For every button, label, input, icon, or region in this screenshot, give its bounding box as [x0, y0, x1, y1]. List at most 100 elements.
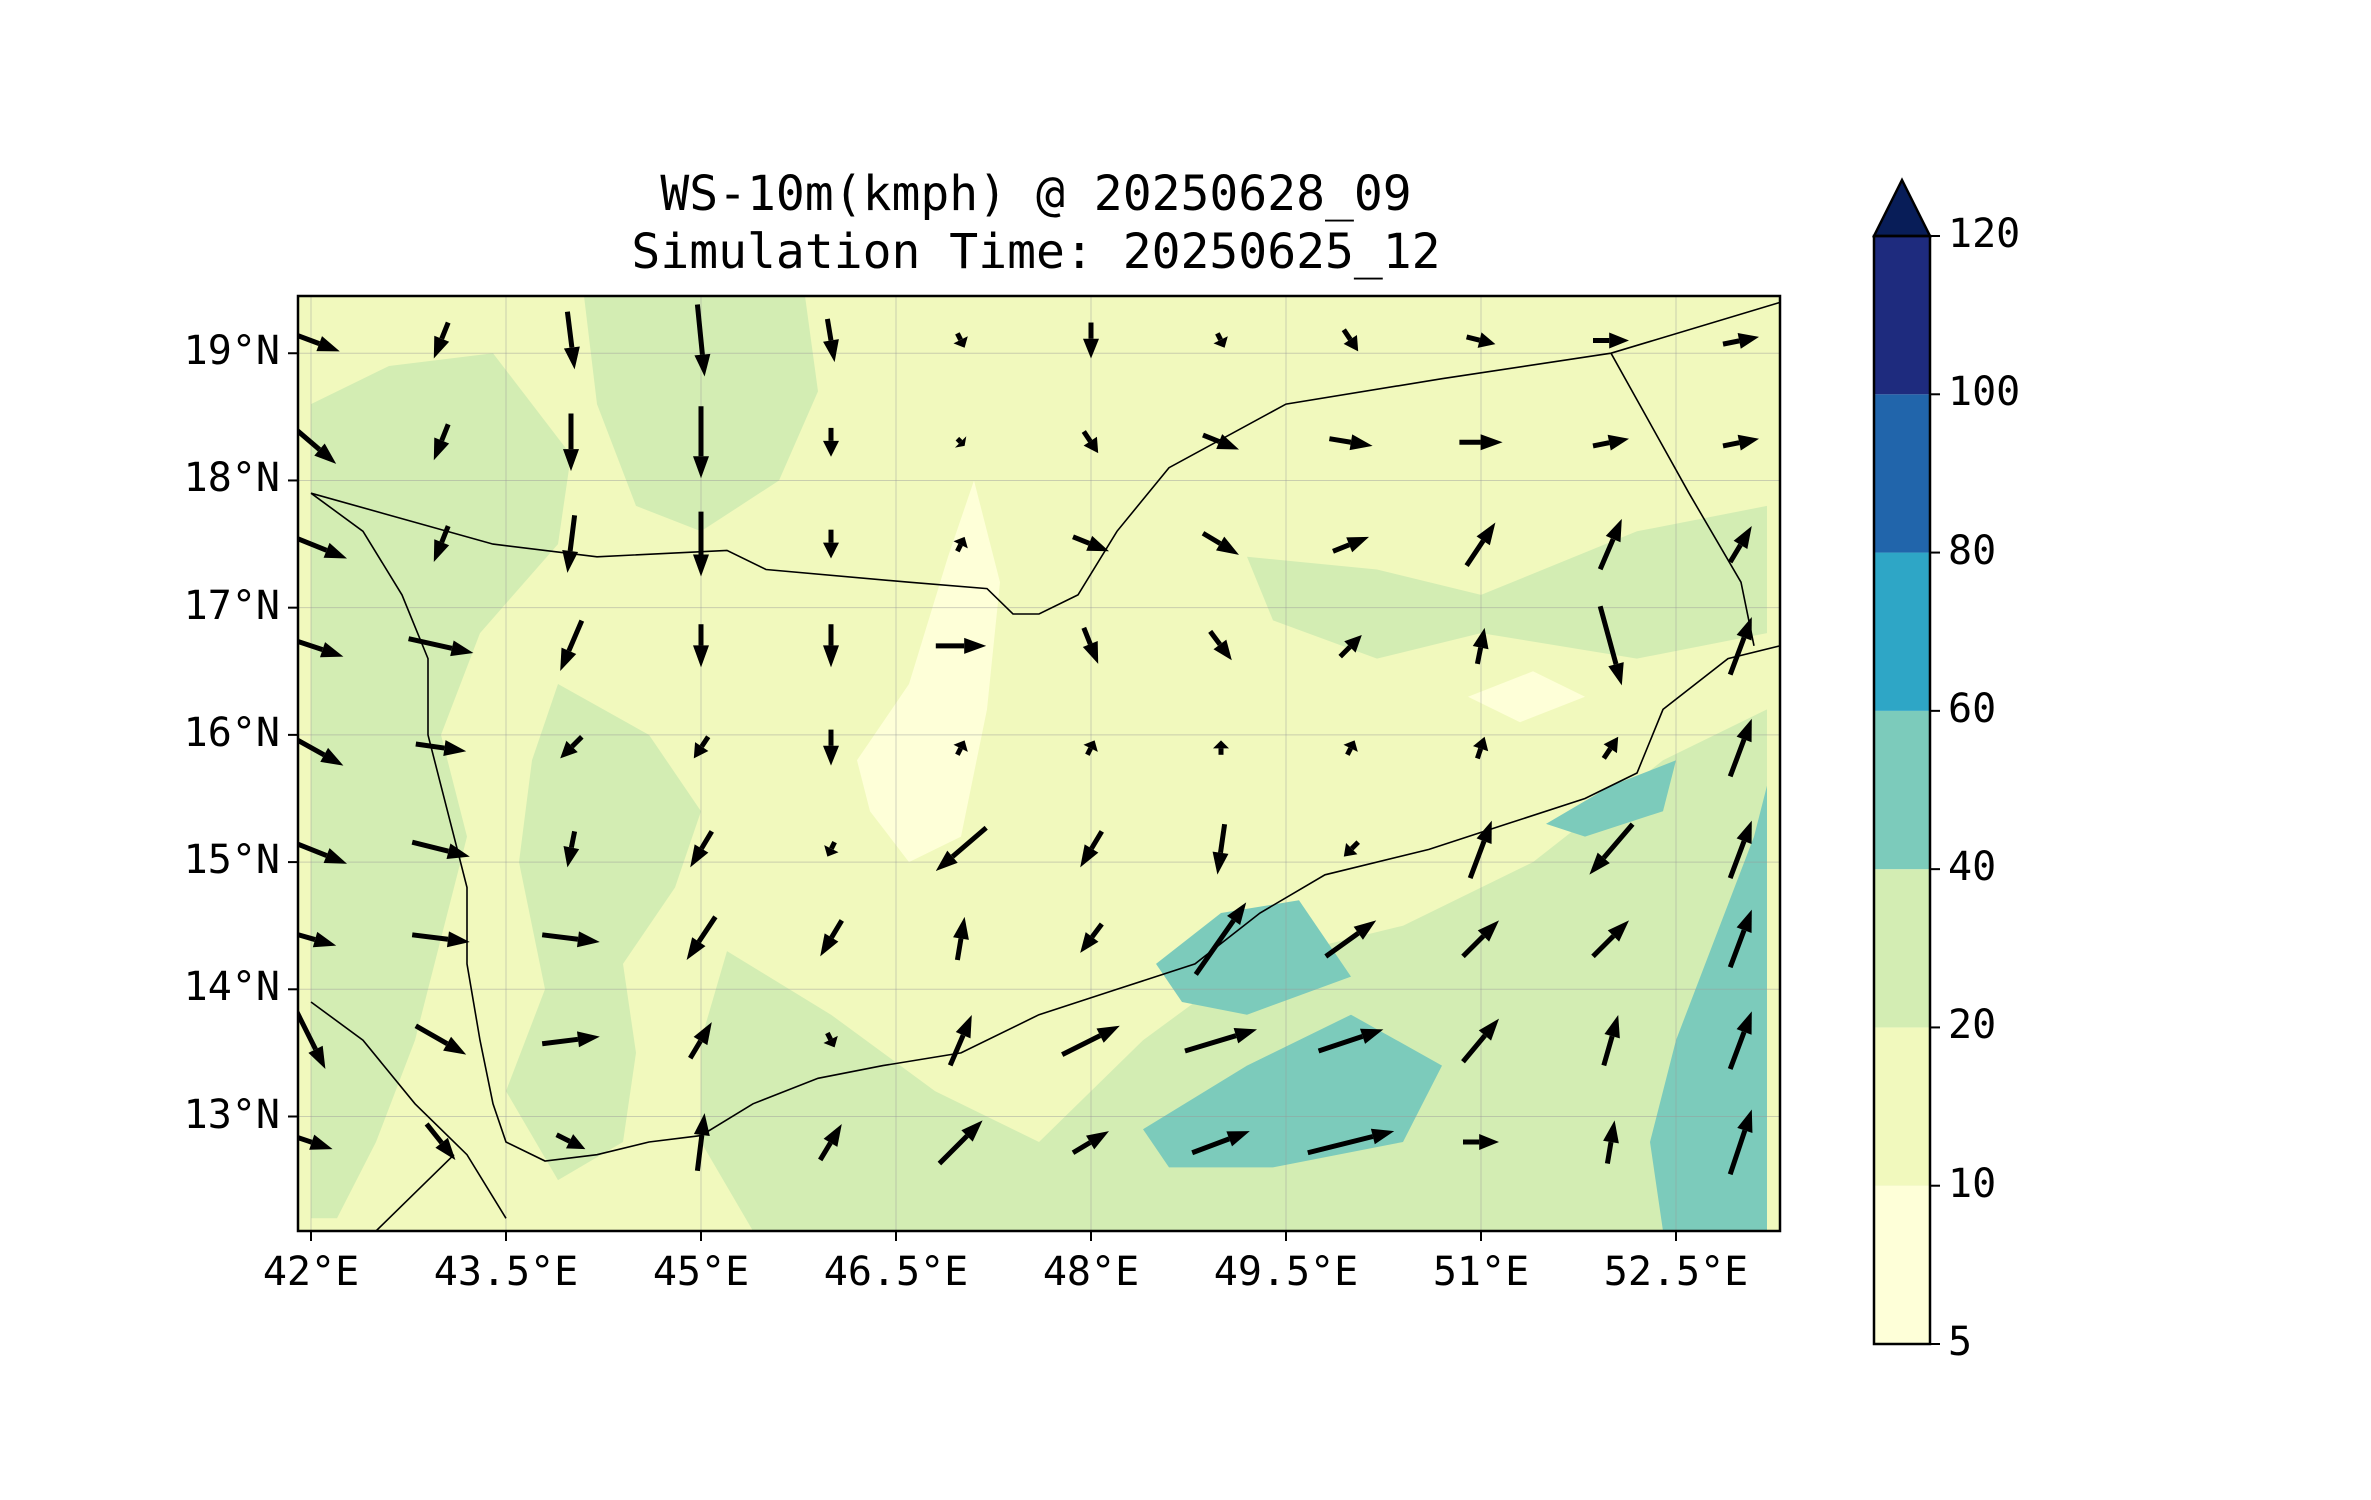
wind-vector-head	[320, 747, 344, 766]
wind-vector-head	[1736, 718, 1752, 743]
wind-vector-shaft	[564, 311, 575, 348]
country-border-0	[310, 301, 1780, 615]
wind-vector-head	[1473, 736, 1489, 752]
wind-vector-head	[433, 437, 450, 461]
wind-vector-head	[565, 1134, 586, 1150]
wind-vector-54	[1083, 740, 1098, 756]
wind-vector-39	[693, 624, 709, 668]
wind-vector-head	[1083, 740, 1098, 752]
wind-vector-shaft	[298, 932, 316, 942]
wind-vector-27	[693, 511, 709, 577]
wind-vector-head	[1343, 740, 1358, 752]
contour-region-0	[311, 302, 1767, 1168]
wind-vector-shaft	[411, 839, 450, 854]
wind-vector-shaft	[298, 737, 326, 758]
wind-vector-59	[1727, 718, 1752, 778]
wind-vector-head	[1608, 662, 1624, 686]
wind-vector-15	[693, 406, 709, 479]
wind-vector-shaft	[699, 830, 714, 850]
wind-vector-head	[1609, 332, 1629, 349]
wind-vector-104	[1307, 1128, 1395, 1156]
colorbar-tick-label: 80	[1948, 527, 1997, 574]
wind-vector-79	[1193, 902, 1247, 976]
contour-region-4	[701, 709, 1767, 1231]
colorbar-segment-40	[1874, 710, 1930, 870]
wind-vector-head	[1605, 518, 1622, 543]
wind-vector-28	[823, 529, 839, 559]
lon-tick-label: 52.5°E	[1603, 1249, 1749, 1295]
wind-vector-89	[947, 1014, 972, 1067]
wind-vector-92	[1317, 1028, 1384, 1054]
wind-vector-head	[1477, 920, 1499, 942]
wind-vector-shaft	[411, 932, 449, 942]
wind-vector-102	[1071, 1131, 1109, 1155]
wind-vector-shaft	[1345, 747, 1353, 756]
lat-tick-label: 16°N	[183, 709, 280, 756]
coastline	[310, 492, 1780, 1162]
wind-vector-shaft	[1722, 440, 1740, 449]
country-border-3	[375, 1154, 455, 1231]
wind-vector-shaft	[1727, 1031, 1747, 1070]
colorbar-extend-arrow	[1871, 177, 1933, 238]
wind-vector-38	[560, 619, 585, 672]
wind-vector-20	[1328, 434, 1373, 451]
wind-vector-21	[1459, 434, 1503, 451]
wind-vector-81	[1461, 920, 1499, 959]
wind-vector-107	[1727, 1109, 1753, 1176]
wind-vector-head	[953, 336, 968, 348]
colorbar-segment-100	[1874, 236, 1930, 395]
wind-vector-head	[312, 931, 337, 948]
wind-vector-shaft	[955, 436, 963, 444]
wind-vector-shaft	[829, 841, 837, 850]
wind-vector-head	[823, 1123, 842, 1147]
wind-vector-shaft	[1218, 823, 1228, 854]
wind-vector-8	[1341, 328, 1359, 352]
wind-vector-head	[1213, 639, 1232, 661]
wind-vector-shaft	[1341, 328, 1353, 341]
map-panel	[288, 294, 1782, 1241]
lon-tick-label: 51°E	[1432, 1249, 1530, 1295]
wind-vector-head	[1477, 332, 1496, 348]
wind-vector-52	[823, 729, 839, 766]
lon-tick-label: 45°E	[652, 1249, 750, 1295]
wind-vector-14	[563, 413, 579, 472]
wind-vector-58	[1601, 736, 1619, 760]
wind-vector-shaft	[1332, 542, 1351, 554]
wind-vector-shaft	[414, 1023, 449, 1046]
wind-vector-shaft	[541, 932, 579, 942]
wind-vector-head	[435, 1137, 456, 1160]
colorbar-tick-label: 10	[1948, 1160, 1997, 1207]
wind-vector-head	[1096, 1025, 1120, 1043]
wind-vector-shaft	[1215, 332, 1223, 341]
wind-vector-80	[1324, 920, 1377, 959]
wind-vector-shaft	[1081, 626, 1093, 645]
wind-vector-shaft	[1328, 436, 1352, 445]
wind-vector-shaft	[1475, 747, 1484, 760]
wind-vector-shaft	[937, 1134, 969, 1166]
wind-vector-50	[560, 735, 584, 759]
wind-vector-40	[823, 624, 839, 668]
wind-vector-shaft	[1090, 922, 1104, 939]
wind-vector-head	[1343, 842, 1358, 857]
lat-tick-label: 13°N	[183, 1091, 280, 1138]
wind-vector-32	[1332, 536, 1369, 554]
contour-region-11	[1468, 671, 1585, 723]
wind-vector-42	[1081, 626, 1099, 664]
wind-vector-shaft	[1191, 1136, 1231, 1156]
figure-title-line-2: Simulation Time: 20250625_12	[631, 224, 1441, 280]
wind-vector-head	[1472, 627, 1489, 650]
colorbar-tick-label: 40	[1948, 844, 1997, 891]
lon-tick-label: 48°E	[1042, 1249, 1140, 1295]
wind-vector-5	[953, 332, 968, 348]
wind-vector-shaft	[1061, 1033, 1102, 1057]
wind-vector-10	[1593, 332, 1629, 349]
wind-vector-shaft	[688, 1039, 703, 1060]
wind-vector-shaft	[298, 1010, 318, 1051]
wind-vector-shaft	[1474, 647, 1484, 665]
wind-vector-shaft	[1601, 747, 1613, 760]
colorbar-segment-10	[1874, 1027, 1930, 1186]
wind-vector-77	[953, 916, 969, 961]
wind-vector-head	[576, 931, 600, 948]
contour-region-7	[1143, 1014, 1442, 1168]
